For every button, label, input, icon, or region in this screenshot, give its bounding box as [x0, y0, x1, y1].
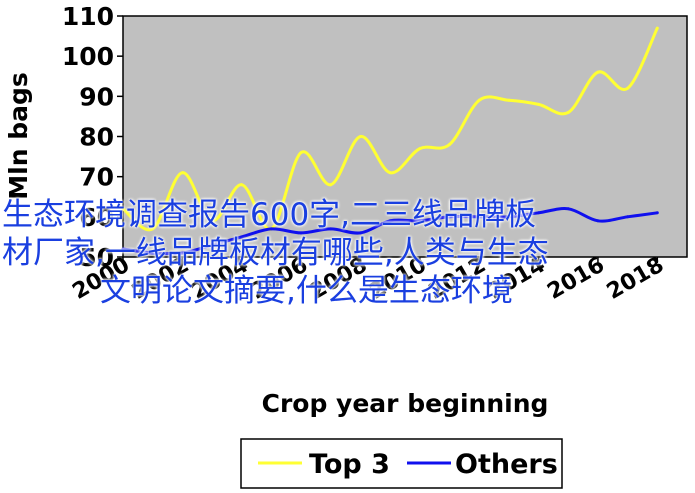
overlay-line-3: 文明论文摘要,什么是生态环境 [100, 273, 513, 309]
data-point-others [329, 227, 333, 231]
legend-label-others: Others [455, 449, 558, 480]
data-point-others [388, 219, 392, 223]
overlay-line-2: 材厂家,一线品牌板材有哪些,人类与生态 [2, 235, 549, 271]
data-point-top-3 [329, 183, 333, 187]
data-point-top-3 [359, 135, 362, 138]
data-point-others [626, 215, 630, 219]
y-axis: 50 60 70 80 90 100 110 [62, 2, 123, 272]
data-point-top-3 [210, 219, 214, 223]
data-point-others [121, 247, 125, 251]
data-point-others [418, 219, 422, 223]
legend: Top 3 Others [240, 438, 563, 489]
legend-label-top3: Top 3 [309, 449, 390, 480]
data-point-others [151, 251, 155, 255]
data-point-top-3 [448, 143, 451, 146]
y-tick-label: 50 [79, 243, 114, 272]
y-tick-label: 110 [62, 2, 114, 31]
data-point-others [269, 227, 273, 231]
data-point-top-3 [418, 147, 422, 151]
data-point-others [359, 231, 362, 235]
data-point-others [180, 251, 184, 255]
data-point-top-3 [655, 26, 659, 30]
x-axis-title: Crop year beginning [262, 389, 549, 418]
y-tick-label: 90 [79, 82, 114, 111]
data-point-others [299, 231, 303, 235]
y-tick-label: 80 [79, 123, 114, 152]
data-point-others [477, 215, 481, 219]
data-point-top-3 [477, 98, 481, 102]
y-tick-label: 60 [79, 203, 114, 232]
data-point-others [507, 215, 511, 219]
data-point-top-3 [388, 171, 392, 175]
overlay-line-1: 生态环境调查报告600字,二三线品牌板 [2, 197, 537, 233]
data-point-others [596, 219, 600, 223]
data-point-top-3 [596, 70, 600, 74]
data-point-others [566, 207, 570, 211]
data-point-top-3 [180, 171, 184, 175]
y-tick-label: 70 [79, 163, 114, 192]
data-point-top-3 [151, 227, 155, 231]
data-point-others [537, 211, 541, 215]
data-point-top-3 [121, 207, 125, 211]
data-point-top-3 [537, 102, 541, 106]
y-tick-label: 100 [62, 42, 114, 71]
data-point-others [448, 215, 451, 219]
data-point-others [210, 243, 214, 247]
data-point-top-3 [240, 183, 244, 187]
y-axis-title: Mln bags [4, 72, 33, 200]
data-point-others [240, 235, 244, 239]
data-point-others [655, 211, 659, 215]
data-point-top-3 [507, 98, 511, 102]
data-point-top-3 [626, 86, 630, 90]
data-point-top-3 [299, 151, 303, 155]
series-layer [121, 26, 659, 256]
data-point-top-3 [566, 110, 570, 114]
overlay-caption[interactable]: 生态环境调查报告600字,二三线品牌板 材厂家,一线品牌板材有哪些,人类与生态 … [2, 196, 652, 310]
